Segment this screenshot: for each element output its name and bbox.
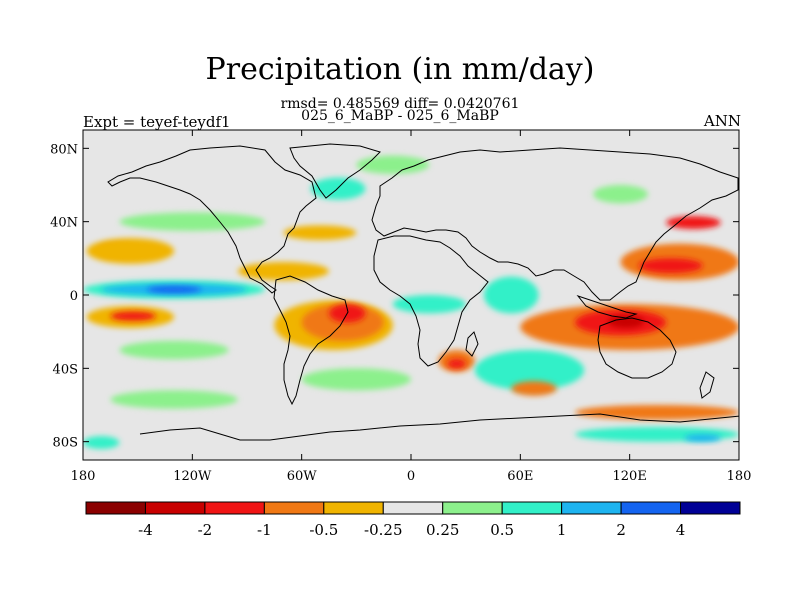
colorbar-label: -4 bbox=[138, 521, 153, 539]
x-tick-label: 0 bbox=[407, 469, 415, 484]
colorbar-label: 0.25 bbox=[426, 521, 459, 539]
anomaly-region bbox=[392, 295, 466, 314]
x-tick-label: 60W bbox=[287, 469, 318, 484]
colorbar-swatch bbox=[204, 501, 265, 515]
anomaly-regions bbox=[83, 155, 739, 450]
anomaly-region bbox=[283, 225, 357, 241]
colorbar-swatch bbox=[620, 501, 682, 515]
anomaly-region bbox=[483, 276, 539, 314]
colorbar-label: 1 bbox=[557, 521, 567, 539]
anomaly-region bbox=[310, 177, 366, 200]
anomaly-region bbox=[119, 340, 229, 360]
anomaly-region bbox=[86, 238, 175, 264]
colorbar-label: 4 bbox=[676, 521, 686, 539]
anomaly-region bbox=[119, 212, 266, 231]
anomaly-region bbox=[110, 390, 238, 409]
coastline-australia bbox=[597, 317, 677, 379]
anomaly-region bbox=[356, 155, 430, 174]
coastline-new-zealand bbox=[699, 371, 715, 399]
x-tick-label: 60E bbox=[507, 469, 533, 484]
coastline-north-america bbox=[107, 145, 317, 294]
coastline-eurasia bbox=[371, 147, 739, 301]
colorbar-swatch bbox=[144, 501, 206, 515]
anomaly-region bbox=[110, 311, 156, 321]
colorbar-label: -1 bbox=[257, 521, 272, 539]
coastline-antarctica bbox=[139, 413, 739, 441]
coastlines bbox=[107, 143, 739, 441]
coastline-indonesia bbox=[576, 294, 638, 319]
colorbar-swatch bbox=[382, 501, 444, 515]
y-tick-label: 40S bbox=[53, 362, 78, 377]
colorbar: -4 -2 -1 -0.5 -0.25 0.25 0.5 1 2 4 bbox=[85, 501, 741, 539]
latitude-axis: 80N 40N 0 40S 80S bbox=[50, 142, 739, 451]
y-tick-label: 40N bbox=[50, 216, 78, 231]
y-tick-label: 80N bbox=[50, 142, 78, 157]
anomaly-region bbox=[638, 258, 703, 273]
anomaly-region bbox=[474, 350, 585, 391]
anomaly-region bbox=[607, 315, 645, 329]
x-tick-label: 120E bbox=[613, 469, 647, 484]
coastline-south-america bbox=[273, 275, 349, 406]
season-label: ANN bbox=[703, 112, 741, 130]
colorbar-swatch bbox=[442, 501, 503, 515]
colorbar-swatch bbox=[85, 501, 146, 515]
anomaly-region bbox=[666, 216, 721, 229]
anomaly-region bbox=[511, 381, 557, 396]
anomaly-region bbox=[684, 434, 721, 442]
colorbar-label: 2 bbox=[616, 521, 626, 539]
colorbar-label: -0.25 bbox=[364, 521, 402, 539]
anomaly-region bbox=[146, 285, 202, 294]
anomaly-region bbox=[237, 262, 329, 281]
y-tick-label: 80S bbox=[53, 436, 78, 451]
x-tick-label: 180 bbox=[727, 469, 752, 484]
colorbar-label: -2 bbox=[198, 521, 213, 539]
colorbar-label: -0.5 bbox=[309, 521, 338, 539]
case-names: 025_6_MaBP - 025_6_MaBP bbox=[301, 108, 499, 124]
colorbar-swatch bbox=[680, 501, 741, 515]
coastline-greenland bbox=[289, 143, 381, 199]
x-tick-label: 180 bbox=[71, 469, 96, 484]
anomaly-region bbox=[575, 405, 739, 420]
colorbar-swatch bbox=[323, 501, 384, 515]
page-title: Precipitation (in mm/day) bbox=[205, 52, 595, 87]
anomaly-region bbox=[447, 359, 466, 369]
colorbar-swatch bbox=[263, 501, 325, 515]
experiment-label: Expt = teyef-teydf1 bbox=[83, 113, 231, 131]
colorbar-swatch bbox=[561, 501, 622, 515]
y-tick-label: 0 bbox=[70, 289, 78, 304]
colorbar-label: 0.5 bbox=[490, 521, 514, 539]
x-tick-label: 120W bbox=[173, 469, 212, 484]
longitude-axis: 180 120W 60W 0 60E 120E 180 bbox=[71, 130, 752, 484]
anomaly-region bbox=[83, 436, 120, 450]
coastline-madagascar bbox=[465, 331, 479, 357]
anomaly-region bbox=[593, 185, 648, 204]
coastline-africa bbox=[373, 235, 489, 367]
anomaly-region bbox=[301, 368, 412, 391]
colorbar-swatch bbox=[501, 501, 563, 515]
rmsd-diff-stats: rmsd= 0.485569 diff= 0.0420761 bbox=[280, 96, 520, 112]
